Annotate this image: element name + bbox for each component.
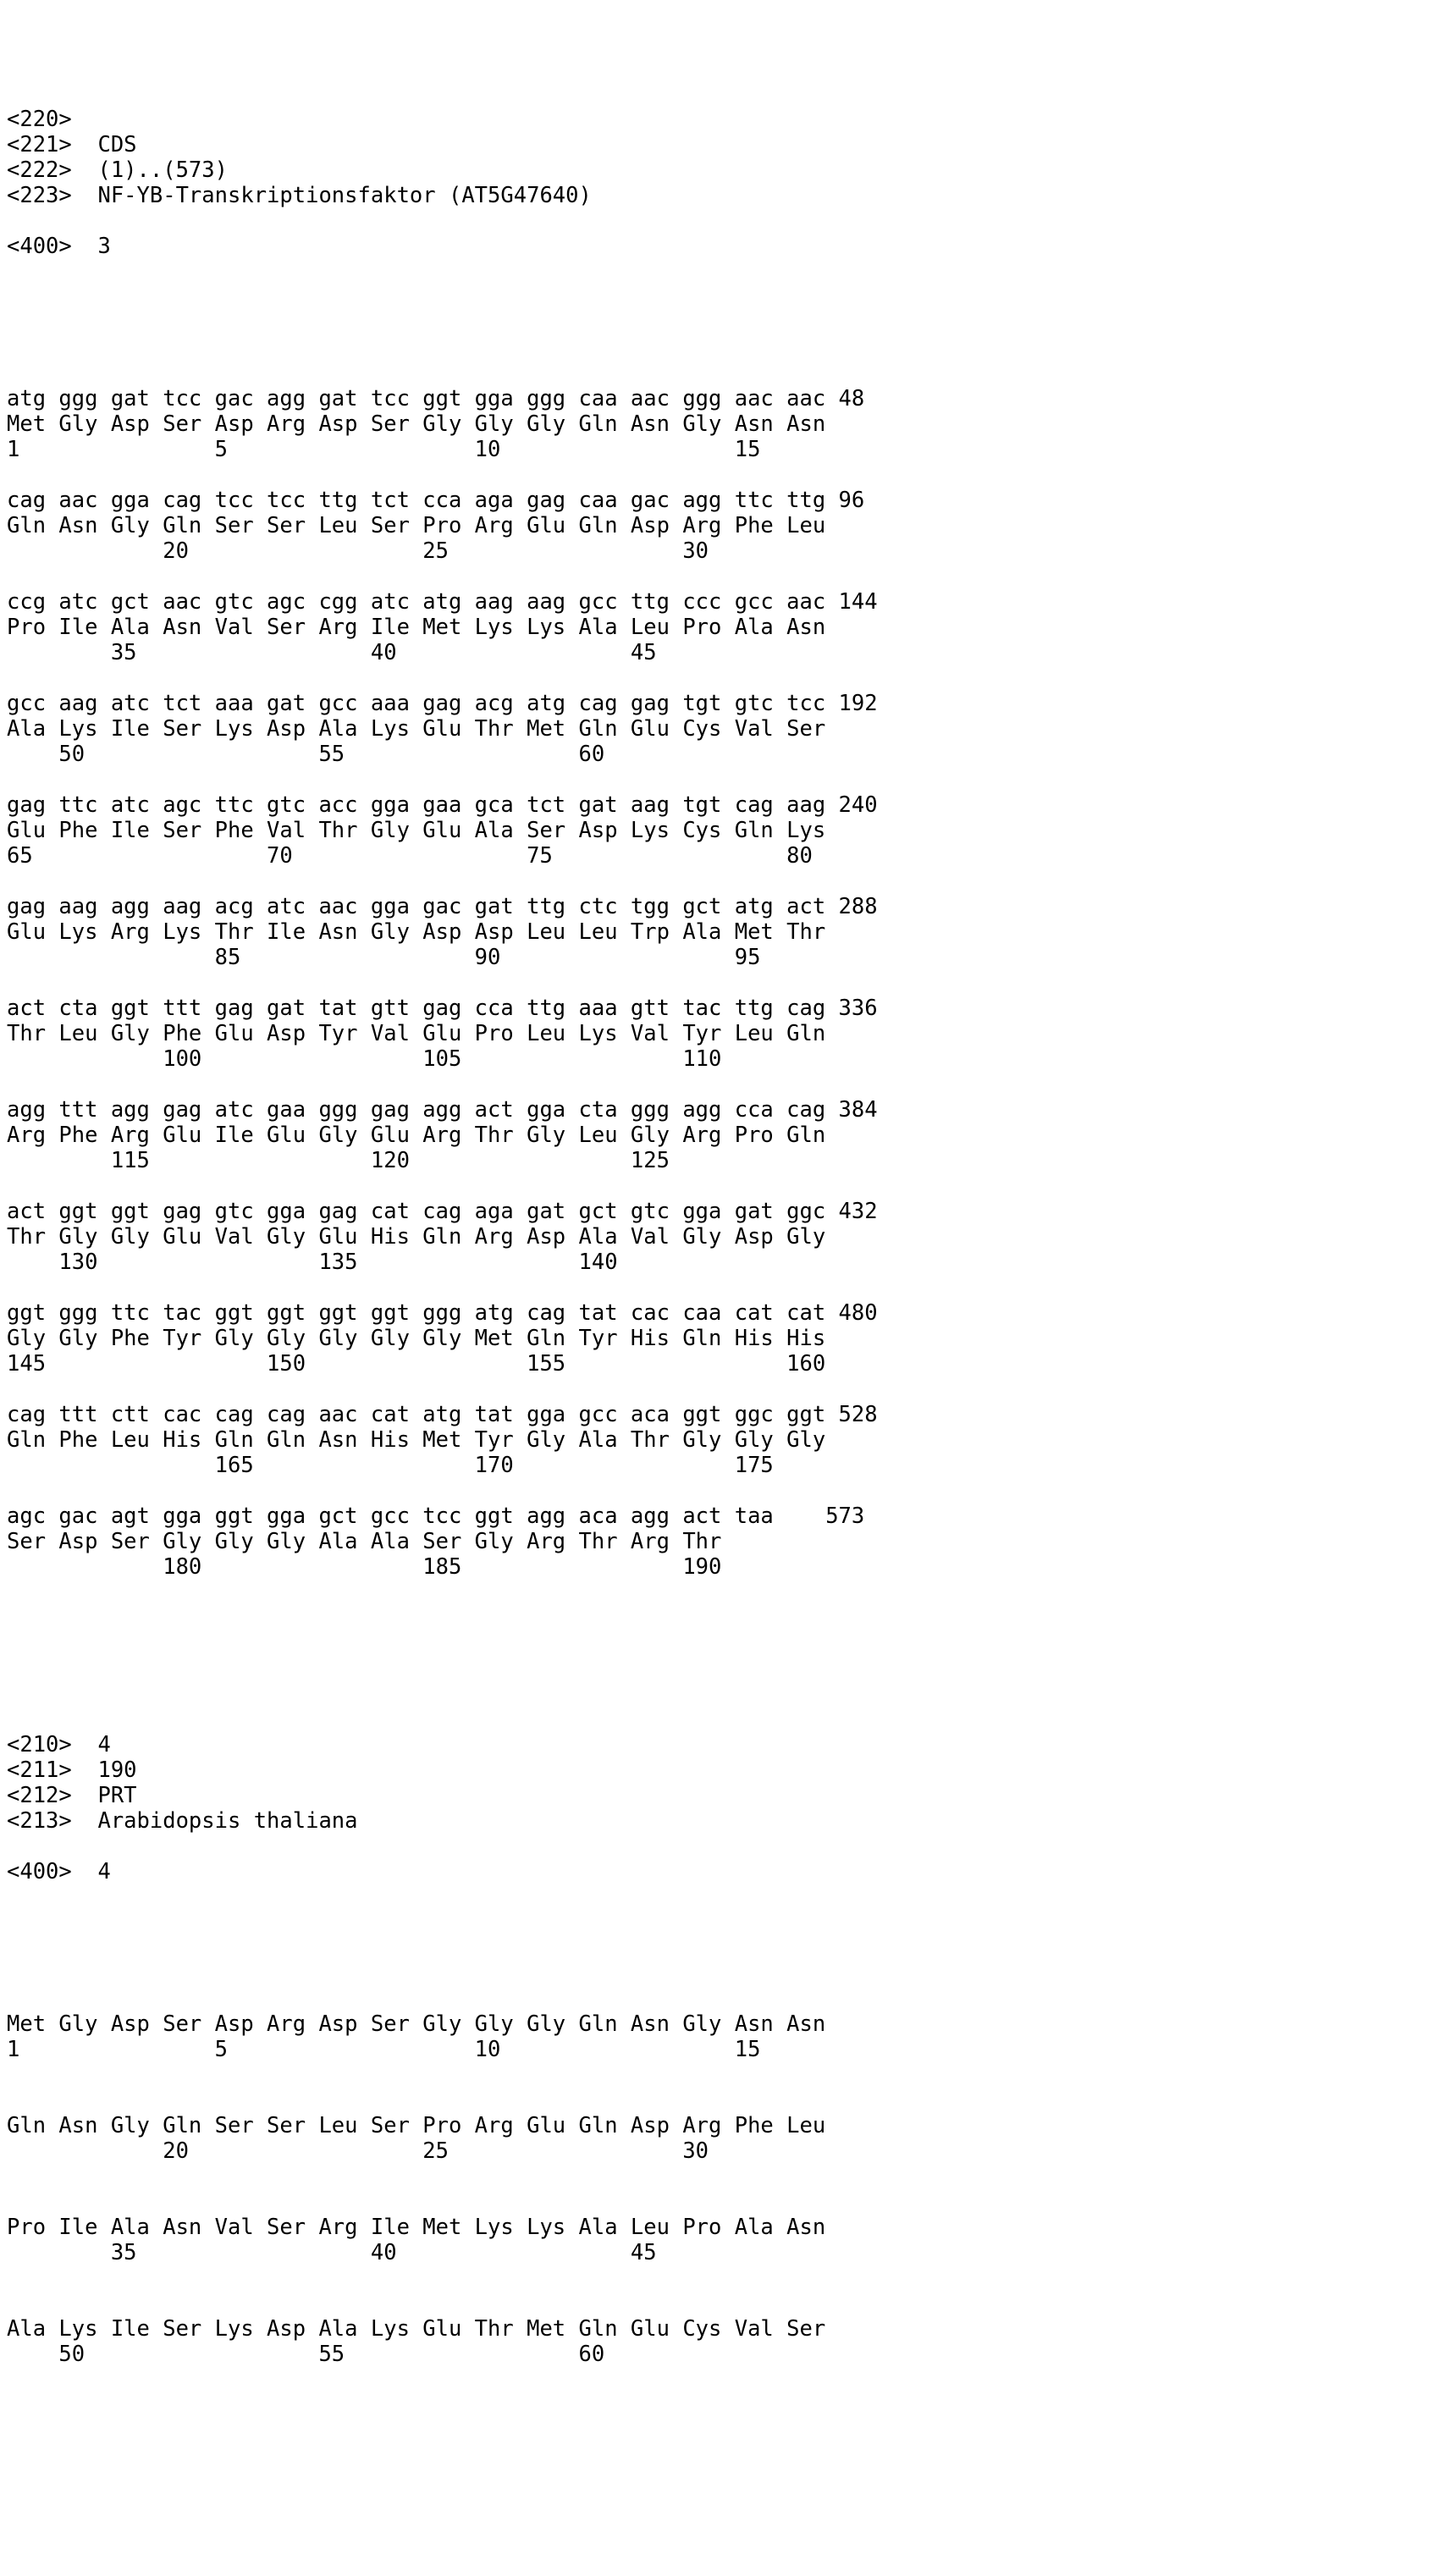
- seq3-sequence-blocks: atg ggg gat tcc gac agg gat tcc ggt gga …: [7, 386, 878, 1580]
- seq3-header-block: <220> <221> CDS <222> (1)..(573) <223> N…: [7, 107, 592, 259]
- document-body: <220> <221> CDS <222> (1)..(573) <223> N…: [7, 5, 878, 2443]
- seq4-header-block: <210> 4 <211> 190 <212> PRT <213> Arabid…: [7, 1732, 358, 1884]
- seq4-sequence-blocks: Met Gly Asp Ser Asp Arg Asp Ser Gly Gly …: [7, 2011, 826, 2367]
